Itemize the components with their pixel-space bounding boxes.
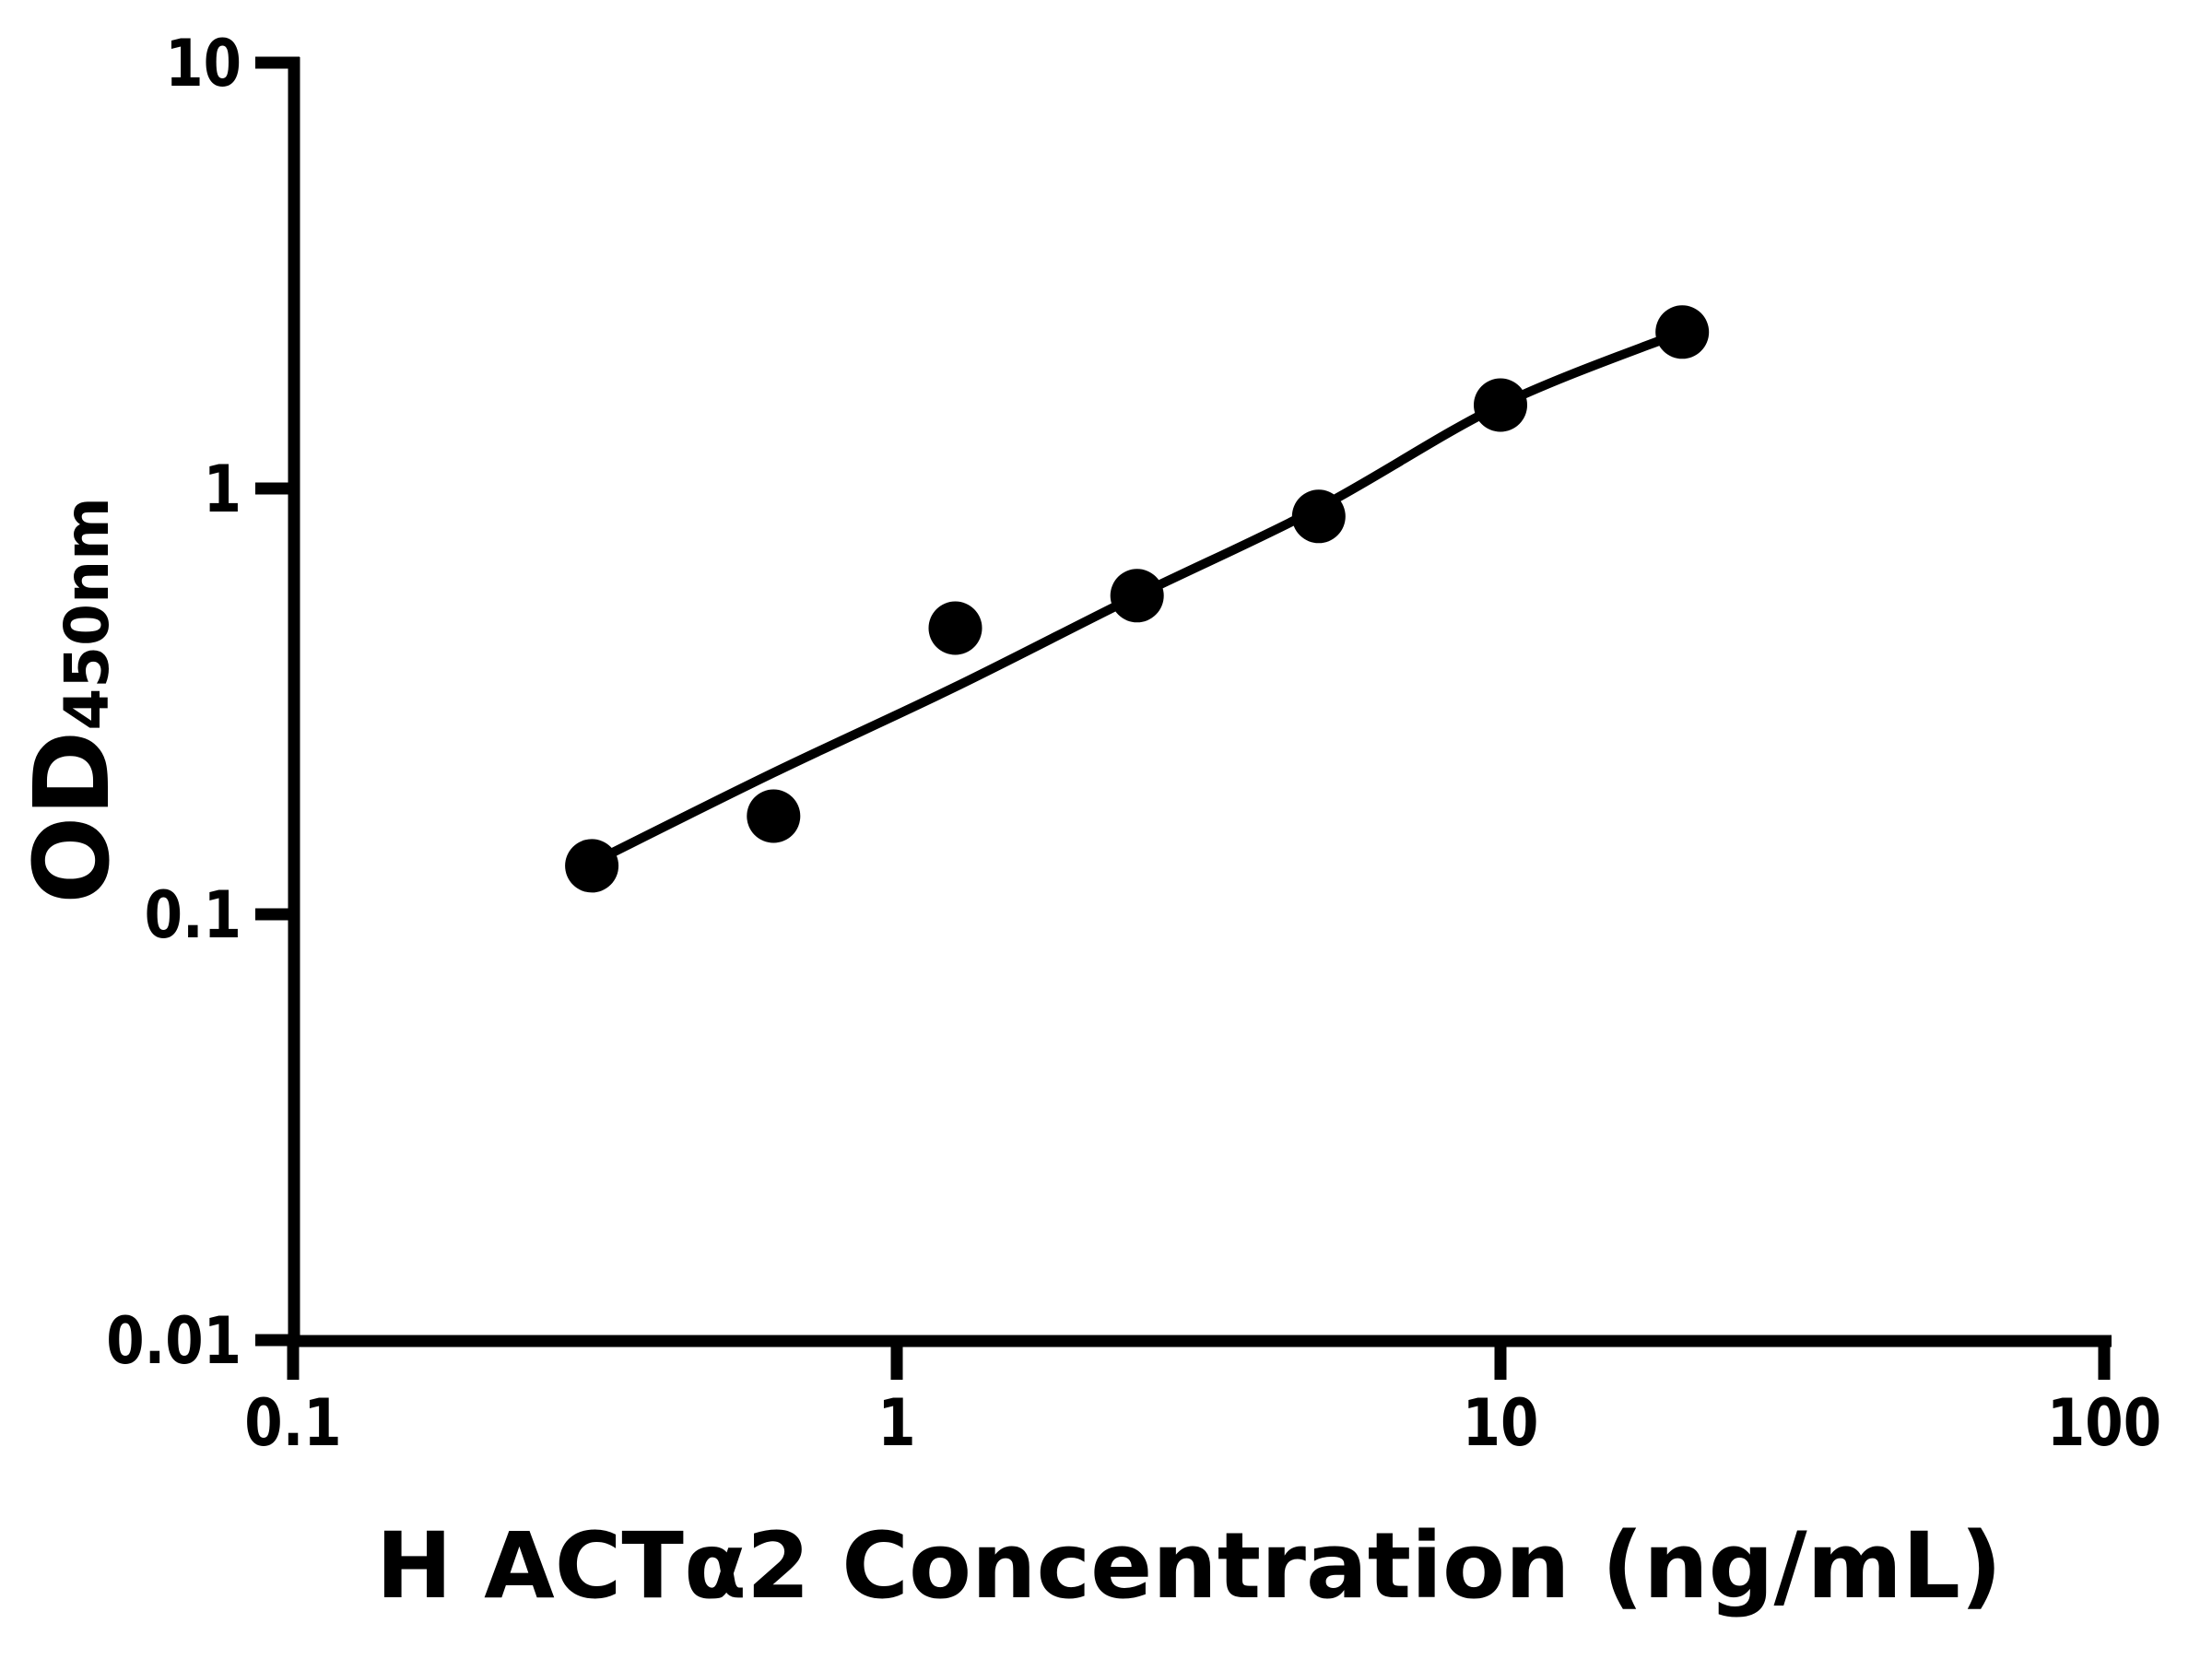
y-tick-label: 0.1 (145, 878, 241, 953)
x-tick-label: 0.1 (244, 1386, 341, 1461)
x-tick-label-group: 10 (1463, 1386, 1539, 1461)
y-tick-label-group: 0.1 (145, 878, 241, 953)
x-tick-labels: 0.1 1 10 100 (244, 1386, 2161, 1461)
data-points (565, 305, 1710, 893)
x-tick-label: 10 (1463, 1386, 1539, 1461)
y-axis: 0.01 0.1 1 10 (106, 27, 300, 1379)
data-point (1474, 378, 1527, 432)
x-tick-label-group: 0.1 (244, 1386, 341, 1461)
y-tick-label-group: 10 (165, 27, 241, 101)
data-point (928, 601, 982, 655)
y-tick-labels: 0.01 0.1 1 10 (106, 27, 241, 1379)
y-axis-title-subscript: 450nm (52, 497, 123, 731)
x-axis: 0.1 1 10 100 (244, 1335, 2161, 1461)
x-axis-title: H ACTα2 Concentration (ng/mL) (376, 1513, 2002, 1619)
data-point (565, 839, 619, 893)
y-tick-label: 0.01 (106, 1304, 241, 1379)
x-tick-label: 1 (877, 1386, 915, 1461)
y-tick-label-group: 0.01 (106, 1304, 241, 1379)
y-axis-title: OD450nm (13, 497, 133, 904)
x-tick-label-group: 1 (877, 1386, 915, 1461)
data-point (1655, 305, 1710, 359)
y-tick-label-group: 1 (204, 453, 241, 527)
data-point (747, 789, 801, 843)
x-ticks (287, 1335, 2111, 1380)
x-tick-label-group: 100 (2047, 1386, 2161, 1461)
x-tick-label: 100 (2047, 1386, 2161, 1461)
y-axis-title-main: OD (13, 731, 133, 904)
y-tick-label: 10 (165, 27, 241, 101)
y-tick-label: 1 (204, 453, 241, 527)
data-point (1291, 489, 1346, 544)
data-point (1110, 569, 1164, 623)
